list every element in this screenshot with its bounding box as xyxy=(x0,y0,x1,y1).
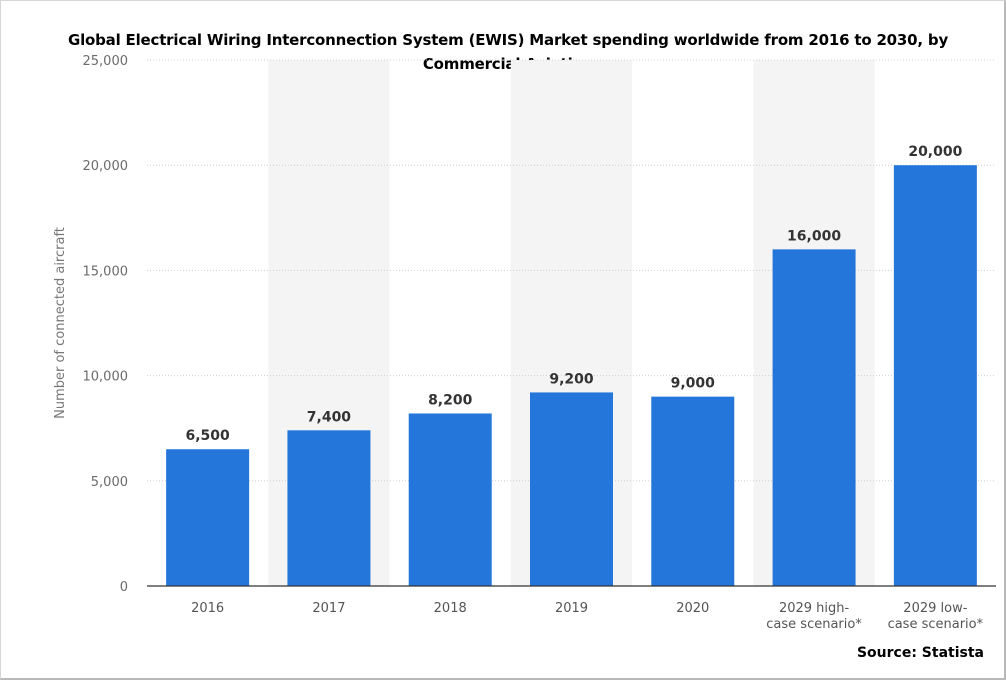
source-label: Source: Statista xyxy=(856,645,984,661)
data-label: 8,200 xyxy=(428,392,473,408)
y-tick-label: 25,000 xyxy=(83,54,129,69)
x-tick-label: 2020 xyxy=(676,601,709,616)
bar xyxy=(651,396,735,586)
data-label: 9,200 xyxy=(549,371,594,387)
x-tick-label: 2019 xyxy=(555,601,588,616)
bar xyxy=(287,430,371,586)
data-label: 6,500 xyxy=(185,428,230,444)
y-tick-label: 10,000 xyxy=(83,370,129,385)
y-tick-label: 20,000 xyxy=(83,159,129,174)
bar xyxy=(893,165,977,586)
x-tick-label: 2029 low-case scenario* xyxy=(888,601,984,632)
data-label: 9,000 xyxy=(671,376,716,392)
data-label: 20,000 xyxy=(908,144,962,160)
bar xyxy=(530,392,613,586)
x-tick-label: 2017 xyxy=(312,601,345,616)
bar xyxy=(772,249,856,587)
y-tick-label: 5,000 xyxy=(91,475,128,490)
y-axis-title: Number of connected aircraft xyxy=(53,227,68,419)
data-label: 7,400 xyxy=(307,409,352,425)
data-label: 16,000 xyxy=(787,228,841,244)
y-tick-label: 0 xyxy=(120,580,128,595)
bar xyxy=(408,413,492,586)
x-tick-label: 2018 xyxy=(434,601,467,616)
x-tick-label: 2029 high-case scenario* xyxy=(766,601,862,632)
x-tick-label: 2016 xyxy=(191,601,224,616)
bar xyxy=(166,449,250,586)
y-tick-label: 15,000 xyxy=(83,264,129,279)
